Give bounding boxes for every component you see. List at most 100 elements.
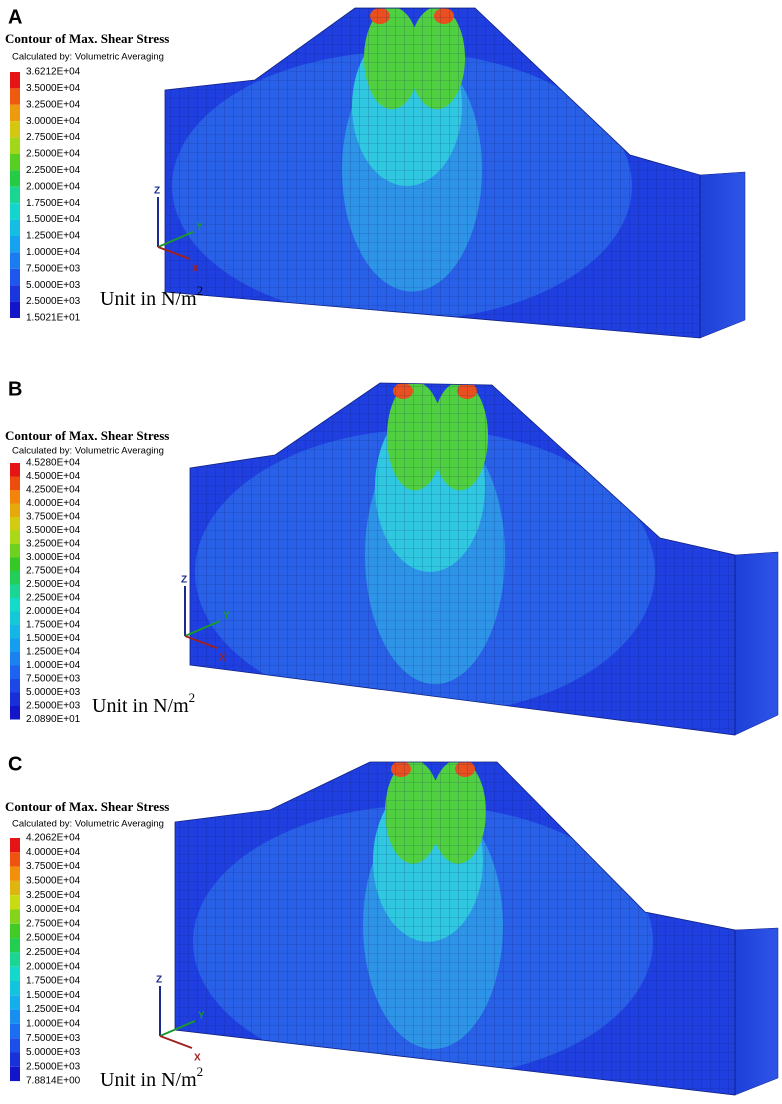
legend-label: 1.5000E+04: [26, 633, 81, 644]
legend-swatch: [10, 72, 20, 89]
axis-y: [184, 620, 221, 637]
outline: [174, 761, 736, 1096]
legend-label: 3.5000E+04: [26, 83, 81, 94]
legend-label: 1.5021E+01: [26, 313, 81, 324]
panel-label: B: [8, 378, 22, 400]
axis-x: [157, 246, 191, 260]
legend-label: 7.5000E+03: [26, 1033, 81, 1044]
axis-label: X: [219, 653, 226, 664]
legend-label: 5.0000E+03: [26, 280, 81, 291]
legend-swatch: [10, 301, 20, 318]
outline: [164, 7, 701, 339]
legend-swatch: [10, 866, 20, 881]
legend-swatch: [10, 463, 20, 477]
legend-label: 7.5000E+03: [26, 674, 81, 685]
legend-swatch: [10, 154, 20, 171]
legend-label: 5.0000E+03: [26, 687, 81, 698]
legend-label: 4.2500E+04: [26, 485, 81, 496]
legend-swatch: [10, 981, 20, 996]
panel: B Contour of Max. Shear Stress Calculated …: [5, 378, 779, 736]
legend-swatch: [10, 938, 20, 953]
legend-label: 2.2500E+04: [26, 165, 81, 176]
legend-label: 1.0000E+04: [26, 247, 81, 258]
legend-swatch: [10, 692, 20, 706]
legend-label: 1.2500E+04: [26, 1004, 81, 1015]
axis-label: Y: [198, 1011, 205, 1022]
legend-swatch: [10, 952, 20, 967]
axis-x: [159, 1035, 193, 1049]
mesh: [175, 762, 735, 1095]
legend-swatch: [10, 476, 20, 490]
legend-swatch: [10, 88, 20, 105]
legend-label: 4.0000E+04: [26, 498, 81, 509]
legend-label: 5.0000E+03: [26, 1047, 81, 1058]
legend-label: 1.2500E+04: [26, 647, 81, 658]
legend-swatch: [10, 1038, 20, 1053]
model: [190, 383, 735, 735]
legend-subtitle: Calculated by: Volumetric Averaging: [12, 446, 164, 457]
legend-label: 1.5000E+04: [26, 214, 81, 225]
legend-swatch: [10, 966, 20, 981]
legend-swatch: [10, 170, 20, 187]
axis-label: Z: [154, 186, 160, 197]
legend-label: 1.2500E+04: [26, 231, 81, 242]
mesh: [165, 8, 700, 338]
legend-label: 2.7500E+04: [26, 566, 81, 577]
legend-subtitle: Calculated by: Volumetric Averaging: [12, 819, 164, 830]
legend-label: 3.2500E+04: [26, 99, 81, 110]
legend-label: 2.2500E+04: [26, 593, 81, 604]
unit-text: Unit in N/m: [100, 1069, 197, 1091]
legend-label: 2.2500E+04: [26, 947, 81, 958]
legend-swatch: [10, 544, 20, 558]
legend-subtitle: Calculated by: Volumetric Averaging: [12, 52, 164, 63]
legend-label: 3.2500E+04: [26, 539, 81, 550]
legend-swatch: [10, 584, 20, 598]
unit-superscript: 2: [197, 283, 204, 298]
legend-swatch: [10, 995, 20, 1010]
legend-swatch: [10, 852, 20, 867]
panel: C Contour of Max. Shear Stress Calculated …: [5, 753, 779, 1096]
legend-label: 3.0000E+04: [26, 904, 81, 915]
legend-swatch: [10, 1009, 20, 1024]
legend-swatch: [10, 503, 20, 517]
legend-title: Contour of Max. Shear Stress: [5, 799, 169, 814]
legend-label: 3.7500E+04: [26, 861, 81, 872]
legend-swatch: [10, 1066, 20, 1082]
legend-title: Contour of Max. Shear Stress: [5, 428, 169, 443]
legend-label: 1.7500E+04: [26, 620, 81, 631]
legend-swatch: [10, 665, 20, 679]
legend-swatch: [10, 490, 20, 504]
legend-label: 2.0000E+04: [26, 181, 81, 192]
axis-y: [157, 231, 194, 248]
legend-label: 3.7500E+04: [26, 512, 81, 523]
legend-label: 3.0000E+04: [26, 552, 81, 563]
panel-label: C: [8, 753, 22, 775]
legend-swatch: [10, 625, 20, 639]
legend-swatch: [10, 236, 20, 253]
unit-superscript: 2: [197, 1064, 204, 1079]
model: [175, 762, 735, 1095]
legend-label: 2.5000E+04: [26, 933, 81, 944]
legend-label: 1.7500E+04: [26, 198, 81, 209]
legend-label: 1.0000E+04: [26, 660, 81, 671]
legend-swatch: [10, 268, 20, 286]
legend-swatch: [10, 517, 20, 531]
legend-swatch: [10, 895, 20, 910]
legend-label: 2.0000E+04: [26, 961, 81, 972]
legend-label: 2.7500E+04: [26, 132, 81, 143]
legend-label: 2.7500E+04: [26, 918, 81, 929]
axis-x: [184, 635, 218, 649]
legend-label: 2.5000E+04: [26, 579, 81, 590]
unit-text: Unit in N/m: [100, 288, 197, 310]
legend-swatch: [10, 219, 20, 236]
axis-label: Y: [196, 222, 203, 233]
unit-label: Unit in N/m2: [100, 1064, 203, 1091]
legend-label: 3.2500E+04: [26, 890, 81, 901]
axis-label: Y: [223, 611, 230, 622]
axis-label: X: [194, 1053, 201, 1064]
unit-label: Unit in N/m2: [92, 690, 195, 717]
unit-superscript: 2: [189, 690, 196, 705]
legend-swatch: [10, 706, 20, 720]
legend-swatch: [10, 186, 20, 204]
axis-label: Z: [181, 575, 187, 586]
